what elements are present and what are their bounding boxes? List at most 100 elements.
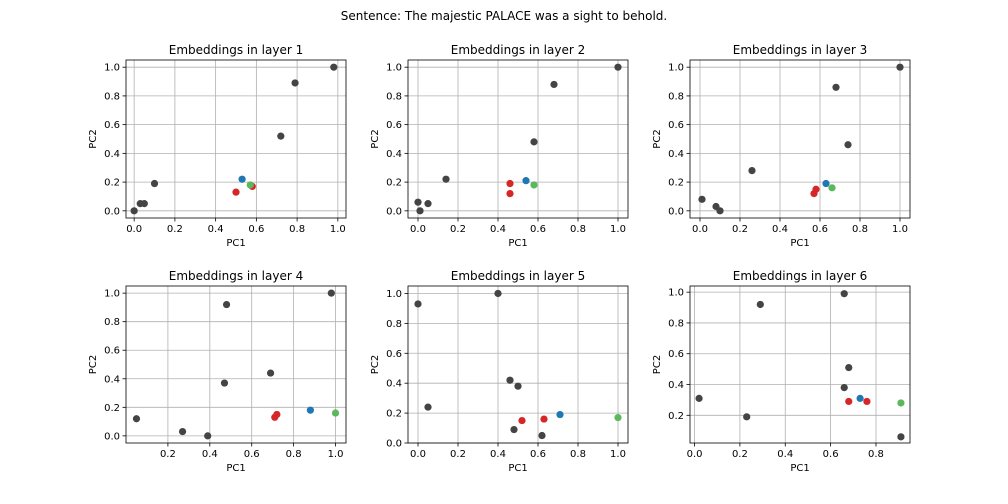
plot-frame xyxy=(125,59,347,219)
data-point-gray xyxy=(220,379,229,387)
y-tick-label: 0.0 xyxy=(104,206,120,217)
data-point-gray xyxy=(550,80,558,89)
data-point-gray xyxy=(204,432,212,440)
x-tick-label: 0.2 xyxy=(167,224,183,235)
data-point-gray xyxy=(414,300,422,308)
x-tick-label: 0.8 xyxy=(289,224,305,235)
data-point-gray xyxy=(897,433,905,441)
y-axis-label: PC2 xyxy=(370,129,381,148)
x-axis-label: PC1 xyxy=(508,463,527,474)
x-tick-label: 1.0 xyxy=(330,224,346,235)
y-tick-label: 0.0 xyxy=(104,431,120,442)
subplot-layer-2: 0.0 0.2 0.4 0.6 0.8 1.0 0.0 0.2 0.4 0.6 0.8 1.0 Embe… xyxy=(370,43,629,249)
data-point-gray xyxy=(424,200,432,208)
x-tick-label: 0.2 xyxy=(450,449,466,460)
data-point-gray xyxy=(743,413,751,421)
y-tick-label: 0.6 xyxy=(386,120,402,131)
data-point-blue xyxy=(822,179,830,188)
y-tick-label: 1.0 xyxy=(104,63,120,74)
data-point-gray xyxy=(514,382,522,390)
y-tick-label: 0.6 xyxy=(668,349,684,360)
y-tick-label: 1.0 xyxy=(104,289,120,300)
y-tick-label: 0.4 xyxy=(104,149,120,160)
y-tick-label: 0.8 xyxy=(104,91,120,102)
plot-frame xyxy=(689,59,911,219)
y-tick-label: 0.8 xyxy=(668,318,684,329)
data-point-gray xyxy=(222,300,231,309)
data-point-red xyxy=(812,185,820,193)
data-point-gray xyxy=(896,63,904,71)
y-tick-label: 1.0 xyxy=(386,289,402,300)
y-axis-label: PC2 xyxy=(88,129,99,148)
x-tick-label: 1.0 xyxy=(610,449,626,460)
data-point-gray xyxy=(506,376,514,384)
y-tick-label: 0.4 xyxy=(386,149,402,160)
data-point-gray xyxy=(266,369,275,377)
data-point-gray xyxy=(716,207,724,215)
data-point-gray xyxy=(695,394,703,402)
data-point-red xyxy=(845,397,853,406)
y-tick-label: 0.4 xyxy=(668,149,684,160)
data-point-gray xyxy=(178,427,187,436)
subplot-title: Embeddings in layer 3 xyxy=(733,43,867,57)
y-tick-label: 0.0 xyxy=(386,439,402,450)
x-tick-label: 0.8 xyxy=(570,449,586,460)
data-point-gray xyxy=(416,207,424,215)
y-axis-label: PC2 xyxy=(370,355,381,374)
y-tick-label: 0.0 xyxy=(668,206,684,217)
y-axis-label: PC2 xyxy=(652,129,663,148)
y-tick-label: 0.6 xyxy=(104,346,120,357)
data-point-gray xyxy=(130,207,138,215)
x-tick-label: 0.8 xyxy=(286,449,302,460)
y-tick-label: 0.0 xyxy=(386,206,402,217)
x-tick-label: 0.0 xyxy=(410,449,426,460)
y-tick-label: 0.8 xyxy=(104,317,120,328)
y-tick-label: 1.0 xyxy=(668,63,684,74)
data-point-gray xyxy=(150,179,159,188)
data-point-gray xyxy=(442,175,450,183)
x-tick-label: 0.2 xyxy=(160,449,176,460)
data-point-gray xyxy=(530,138,538,146)
data-point-red xyxy=(273,410,281,419)
y-tick-label: 0.4 xyxy=(104,374,120,385)
data-point-blue xyxy=(238,175,246,183)
x-tick-label: 0.4 xyxy=(772,224,788,235)
subplots: 0.0 0.2 0.4 0.6 0.8 1.0 0.0 0.2 0.4 0.6 0.8 1.0 Embe… xyxy=(88,43,911,474)
x-tick-label: 0.2 xyxy=(732,224,748,235)
x-tick-label: 0.4 xyxy=(490,224,506,235)
data-point-red xyxy=(506,189,514,198)
x-tick-label: 0.2 xyxy=(450,224,466,235)
y-tick-label: 0.2 xyxy=(104,178,120,189)
x-tick-label: 0.4 xyxy=(202,449,218,460)
data-point-gray xyxy=(414,198,422,206)
data-point-blue xyxy=(556,410,564,419)
subplot-title: Embeddings in layer 2 xyxy=(451,43,585,57)
y-tick-label: 0.6 xyxy=(104,120,120,131)
x-tick-label: 0.0 xyxy=(126,224,142,235)
subplot-layer-1: 0.0 0.2 0.4 0.6 0.8 1.0 0.0 0.2 0.4 0.6 0.8 1.0 Embe… xyxy=(88,43,347,249)
x-tick-label: 0.6 xyxy=(530,224,546,235)
data-point-blue xyxy=(856,394,864,402)
y-tick-label: 1.0 xyxy=(386,63,402,74)
subplot-title: Embeddings in layer 4 xyxy=(169,269,303,283)
x-tick-label: 0.2 xyxy=(732,449,748,460)
plot-frame xyxy=(689,285,911,444)
x-tick-label: 0.4 xyxy=(490,449,506,460)
x-tick-label: 0.8 xyxy=(868,449,884,460)
data-point-green xyxy=(530,181,538,189)
y-tick-label: 0.8 xyxy=(386,91,402,102)
x-tick-label: 0.4 xyxy=(777,449,793,460)
data-point-gray xyxy=(424,403,432,411)
data-point-green xyxy=(897,399,905,407)
x-tick-label: 0.8 xyxy=(570,224,586,235)
data-point-gray xyxy=(538,431,546,440)
data-point-gray xyxy=(291,79,299,87)
subplot-layer-3: 0.0 0.2 0.4 0.6 0.8 1.0 0.0 0.2 0.4 0.6 0.8 1.0 Embe… xyxy=(652,43,911,249)
data-point-green xyxy=(246,181,254,189)
plot-frame xyxy=(125,285,347,444)
data-point-gray xyxy=(494,289,502,298)
data-point-green xyxy=(614,413,622,422)
subplot-title: Embeddings in layer 6 xyxy=(733,269,867,283)
